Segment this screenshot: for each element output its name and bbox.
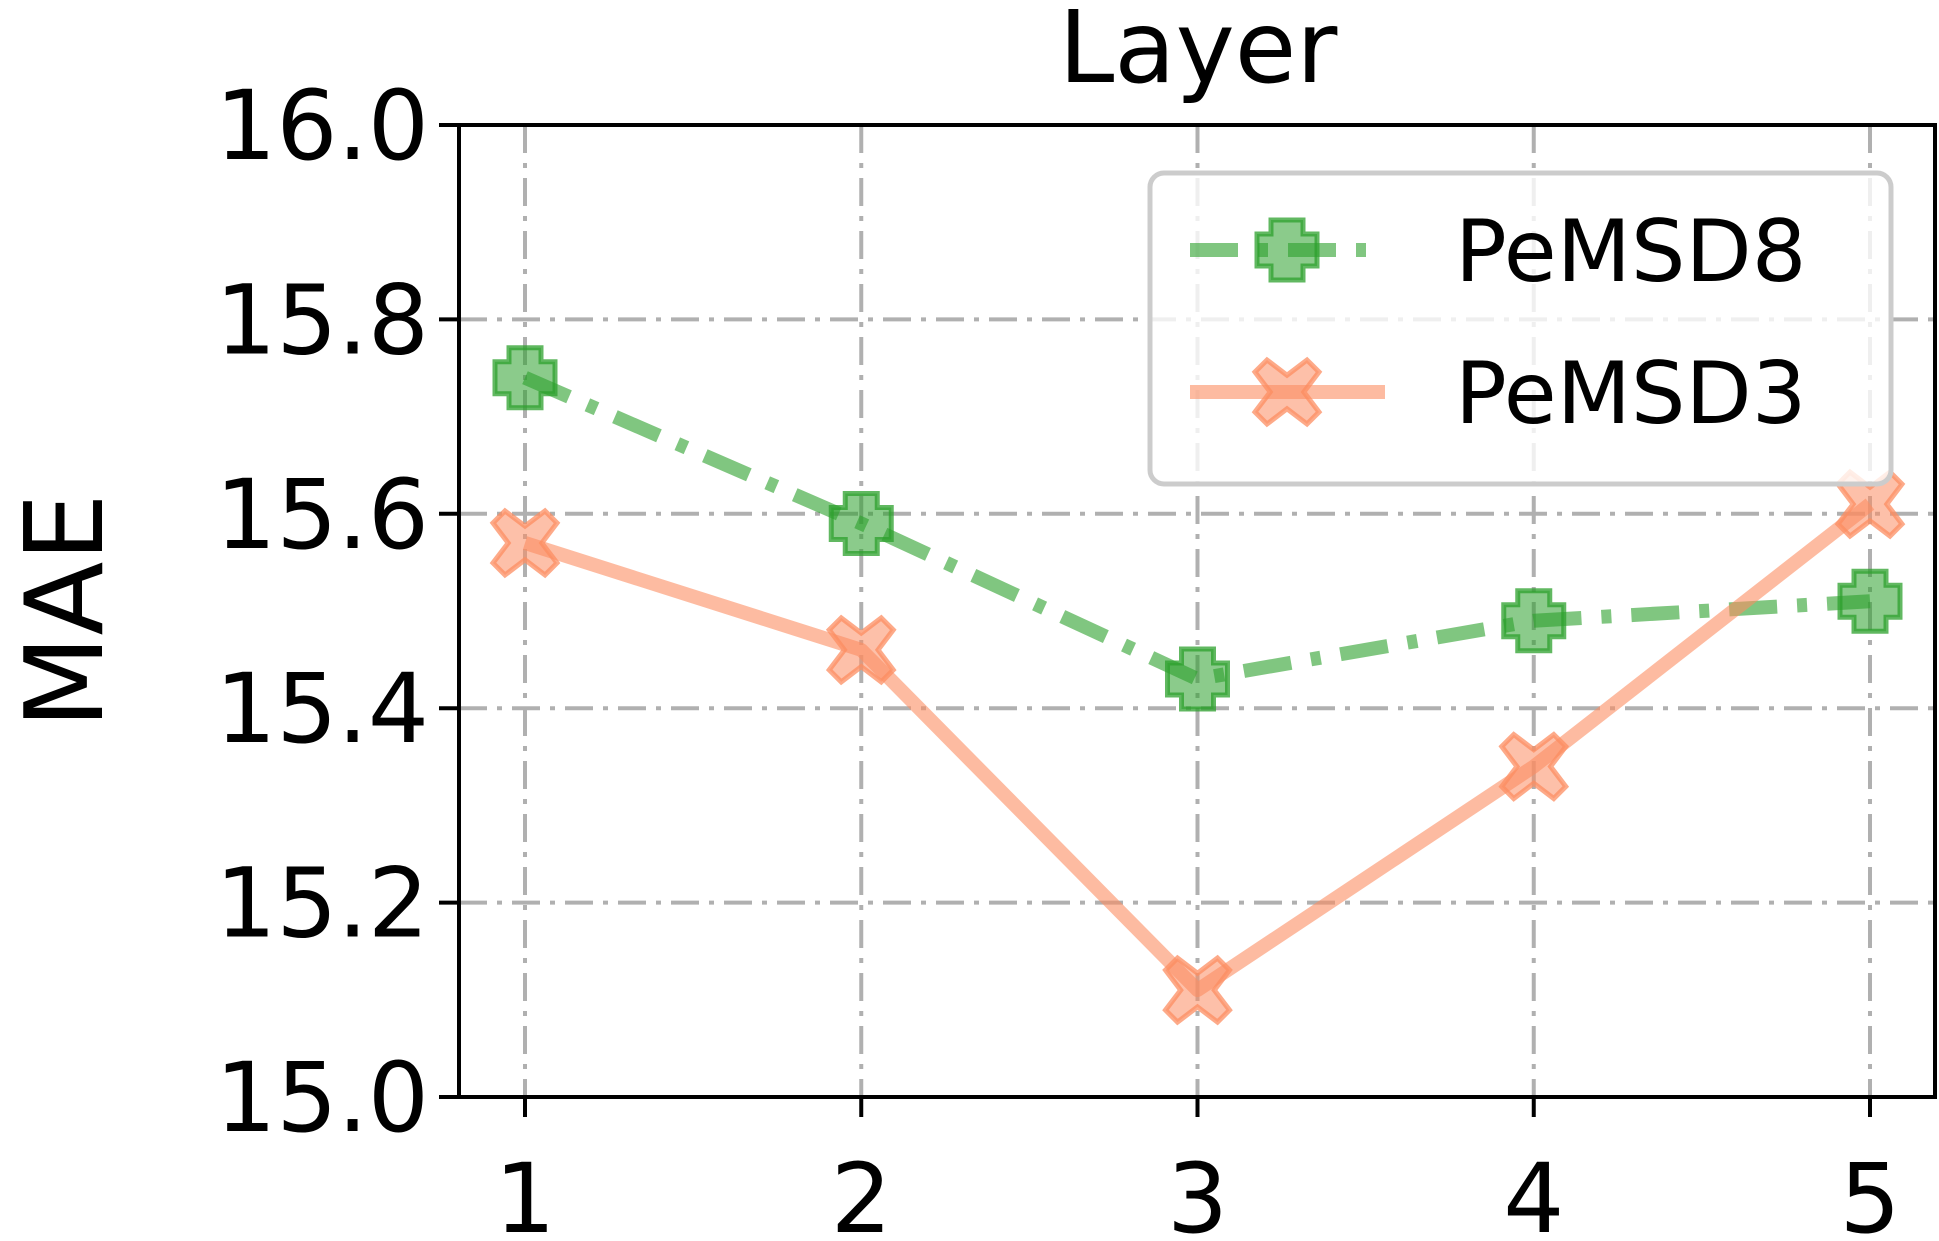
- legend-marker: [1254, 217, 1320, 283]
- legend-marker: [1251, 356, 1323, 428]
- y-tick-label: 15.2: [215, 848, 429, 960]
- chart-title: Layer: [1059, 0, 1339, 106]
- y-tick-label: 16.0: [215, 70, 429, 182]
- legend-entry-pemsd3: PeMSD3: [1190, 344, 1806, 444]
- legend-label: PeMSD8: [1455, 202, 1806, 302]
- y-axis: 15.0 15.2 15.4 15.6 15.8 16.0: [215, 70, 459, 1154]
- y-tick-label: 15.6: [215, 459, 429, 571]
- y-tick-label: 15.0: [215, 1042, 429, 1154]
- data-point-marker: [1162, 954, 1233, 1026]
- data-point-marker: [1165, 646, 1230, 712]
- x-tick-label: 5: [1839, 1143, 1900, 1241]
- legend-entry-pemsd8: PeMSD8: [1190, 202, 1806, 302]
- legend: PeMSD8 PeMSD3: [1147, 170, 1894, 487]
- data-point-marker: [489, 507, 561, 579]
- x-tick-label: 1: [494, 1143, 555, 1241]
- x-tick-label: 3: [1167, 1143, 1228, 1241]
- series-line: [522, 371, 1871, 687]
- data-point-marker: [1837, 568, 1903, 634]
- x-axis: 1 2 3 4 5: [494, 1097, 1901, 1241]
- data-point-marker: [1501, 588, 1567, 654]
- plot-series: [489, 345, 1906, 1026]
- data-point-marker: [1498, 731, 1570, 802]
- x-tick-label: 2: [831, 1143, 892, 1241]
- series-pemsd3: [489, 468, 1906, 1026]
- data-point-marker: [828, 491, 894, 557]
- data-point-marker: [825, 614, 897, 686]
- y-axis-label: MAE: [3, 493, 128, 728]
- data-point-marker: [492, 345, 558, 411]
- y-tick-label: 15.8: [215, 264, 429, 376]
- y-tick-label: 15.4: [215, 653, 429, 765]
- series-pemsd8: [492, 345, 1903, 712]
- x-tick-label: 4: [1503, 1143, 1564, 1241]
- legend-label: PeMSD3: [1455, 344, 1806, 444]
